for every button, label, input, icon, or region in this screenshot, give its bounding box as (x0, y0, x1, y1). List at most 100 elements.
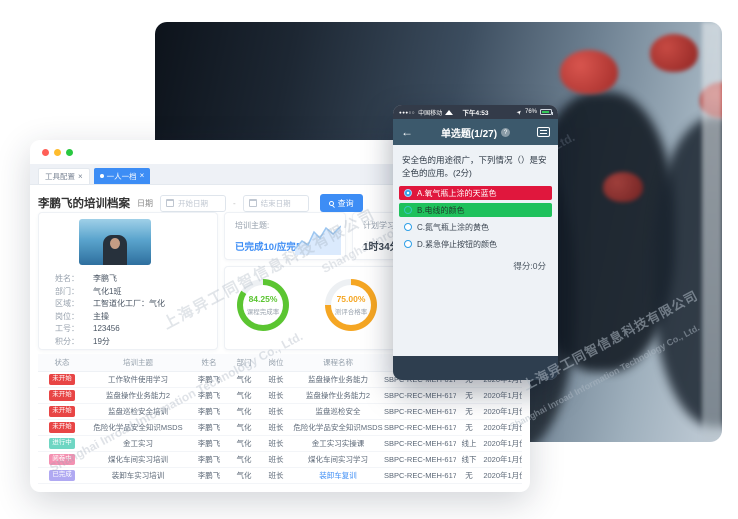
col-dept: 部门 (228, 354, 260, 372)
option-label: C.氮气瓶上涂的黄色 (417, 222, 489, 232)
tab-tool-config[interactable]: 工具配置 × (38, 168, 90, 184)
date-filter-label: 日期 (137, 198, 153, 208)
search-icon (328, 200, 334, 206)
calendar-icon (248, 199, 257, 207)
active-tab-dot-icon (99, 174, 104, 178)
option-label: B.电线的颜色 (417, 205, 465, 215)
option-c[interactable]: C.氮气瓶上涂的黄色 (399, 220, 552, 234)
status-badge: 未开始 (49, 406, 75, 417)
col-course: 课程名称 (292, 354, 384, 372)
plan-duration-value: 1时34分 (363, 242, 400, 253)
date-range-separator: - (233, 198, 236, 208)
profile-info-list: 姓名： 李鹏飞 部门： 气化1班 区域： 工智道化工厂：气化 岗位： 主操 工号： 123… (55, 273, 165, 348)
red-hardhat (603, 172, 643, 202)
score-text: 得分:0分 (513, 261, 546, 271)
wifi-icon (445, 109, 454, 115)
phone-status-bar: ●●●○○ 中国移动 下午4:53 ➤ 76% (393, 105, 558, 119)
red-hardhat (560, 50, 618, 94)
tab-label: 工具配置 (45, 172, 75, 181)
option-label: A.氧气瓶上涂的天蓝色 (417, 188, 497, 198)
radio-icon[interactable] (404, 206, 412, 214)
status-badge: 未开始 (49, 390, 75, 401)
tab-close-icon[interactable]: × (78, 171, 83, 181)
carrier-label: 中国移动 (418, 110, 443, 117)
minimize-window-icon[interactable] (54, 149, 61, 156)
question-text: 安全色的用途很广，下列情况（）是安全色的应用。(2分) (402, 155, 547, 178)
radio-selected-icon[interactable] (404, 189, 412, 197)
table-row: 进行中 金工实习 李鹏飞 气化 班长 金工实习实操课 SBPC-REC-MEH-… (38, 435, 522, 452)
profile-field: 积分： 19分 (55, 336, 110, 346)
tab-personal-archive[interactable]: 一人一档 × (93, 168, 151, 184)
tab-label: 一人一档 (106, 171, 137, 181)
plan-label: 计划学习时长 (363, 221, 411, 230)
maximize-window-icon[interactable] (66, 149, 73, 156)
assessment-pass-gauge: 75.00% 测评合格率 (319, 279, 383, 331)
answer-sheet-icon[interactable] (537, 127, 550, 137)
status-badge: 进行中 (49, 438, 75, 449)
tab-close-icon[interactable]: × (139, 171, 145, 180)
start-date-input[interactable]: 开始日期 (160, 194, 226, 212)
course-link[interactable]: 装卸车复训 (319, 470, 357, 480)
profile-field: 岗位： 主操 (55, 311, 109, 321)
battery-icon (540, 109, 553, 115)
table-row: 已完成 装卸车实习培训 李鹏飞 气化 班长 装卸车复训 SBPC-REC-MEH… (38, 467, 522, 484)
option-d[interactable]: D.紧急停止按钮的颜色 (399, 237, 552, 251)
question-counter-title: 单选题(1/27) (440, 128, 498, 140)
avatar (79, 219, 151, 265)
table-row: 未开始 监盘巡检安全培训 李鹏飞 气化 班长 监盘巡检安全 SBPC-REC-M… (38, 403, 522, 420)
close-window-icon[interactable] (42, 149, 49, 156)
radio-icon[interactable] (404, 240, 412, 248)
avatar-person-silhouette (103, 235, 127, 265)
filter-toolbar: 李鹏飞的培训档案 日期 开始日期 - 结束日期 查询 (38, 191, 522, 215)
signal-dots-icon: ●●●○○ (399, 109, 416, 115)
window-light (702, 22, 722, 442)
search-button[interactable]: 查询 (319, 194, 363, 212)
gauge-label: 课程完成率 (246, 309, 280, 316)
window-controls (42, 149, 73, 156)
page-title: 李鹏飞的培训档案 (38, 198, 130, 210)
red-hardhat (650, 34, 698, 72)
col-status: 状态 (38, 354, 86, 372)
table-row: 未开始 监盘操作业务能力2 李鹏飞 气化 班长 监盘操作业务能力2 SBPC-R… (38, 387, 522, 404)
radio-icon[interactable] (404, 223, 412, 231)
start-date-placeholder: 开始日期 (178, 198, 208, 208)
course-completion-gauge: 84.25% 课程完成率 (231, 279, 295, 331)
donut-ring: 84.25% 课程完成率 (237, 279, 289, 331)
gauge-value: 75.00% (336, 294, 366, 304)
profile-field: 区域： 工智道化工厂：气化 (55, 299, 165, 308)
help-icon[interactable]: ? (501, 127, 511, 137)
col-post: 岗位 (260, 354, 292, 372)
phone-nav-bar: ← 单选题(1/27) ? (393, 119, 558, 145)
col-topic: 培训主题 (86, 354, 190, 372)
gauge-value: 84.25% (248, 294, 278, 304)
topic-label: 培训主题: (235, 221, 270, 230)
back-arrow-icon[interactable]: ← (401, 125, 413, 139)
battery-percent: 76% (524, 109, 537, 115)
profile-card: 姓名： 李鹏飞 部门： 气化1班 区域： 工智道化工厂：气化 岗位： 主操 工号： 123… (38, 212, 218, 350)
search-button-label: 查询 (337, 198, 354, 208)
table-row: 未开始 危险化学品安全知识MSDS 李鹏飞 气化 班长 危险化学品安全知识MSD… (38, 419, 522, 436)
status-badge: 阅卷中 (49, 454, 75, 465)
gauge-label: 测评合格率 (334, 309, 368, 316)
phone-bottom-bar (393, 356, 558, 380)
donut-ring: 75.00% 测评合格率 (325, 279, 377, 331)
table-row: 阅卷中 煤化车间实习培训 李鹏飞 气化 班长 煤化车间实习学习 SBPC-REC… (38, 451, 522, 468)
trend-sparkline (295, 225, 341, 255)
topic-progress-value: 已完成10/应完成12 (235, 242, 316, 253)
end-date-input[interactable]: 结束日期 (242, 194, 309, 212)
calendar-icon (166, 199, 174, 207)
phone-quiz-screen: ●●●○○ 中国移动 下午4:53 ➤ 76% ← 单选题(1/27) ? 安全… (393, 105, 558, 380)
option-label: D.紧急停止按钮的颜色 (417, 239, 497, 249)
training-topic-card: 培训主题: 已完成10/应完成12 (224, 212, 346, 260)
profile-field: 工号： 123456 (55, 324, 120, 333)
location-arrow-icon: ➤ (515, 108, 524, 117)
option-a[interactable]: A.氧气瓶上涂的天蓝色 (399, 186, 552, 200)
end-date-placeholder: 结束日期 (260, 198, 291, 208)
option-b[interactable]: B.电线的颜色 (399, 203, 552, 217)
profile-field: 部门： 气化1班 (55, 286, 122, 296)
status-badge: 未开始 (49, 374, 75, 385)
status-badge: 未开始 (49, 422, 75, 433)
profile-field: 姓名： 李鹏飞 (55, 274, 117, 283)
status-badge: 已完成 (49, 470, 75, 481)
